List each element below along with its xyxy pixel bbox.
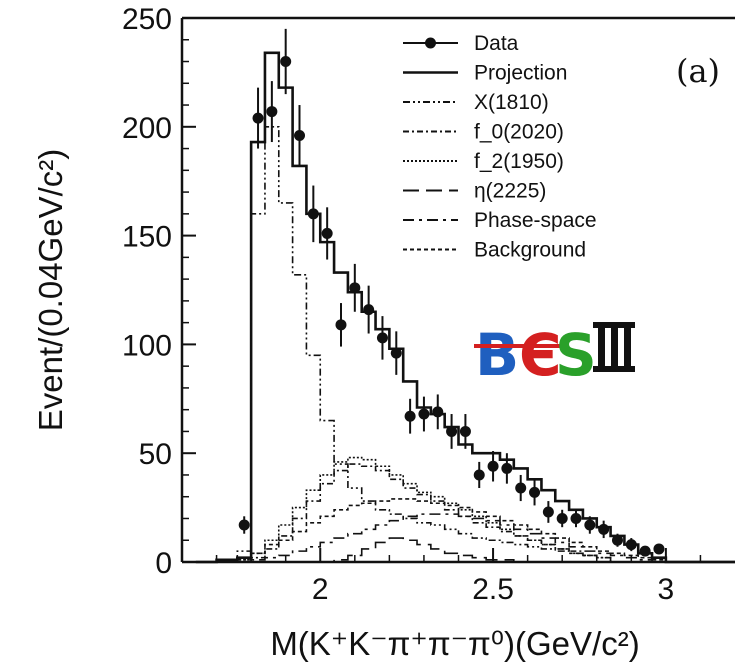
y-tick-label: 50 — [139, 438, 172, 471]
legend-label: X(1810) — [474, 91, 549, 114]
data-point — [598, 523, 610, 535]
data-point — [238, 519, 250, 531]
y-tick-label: 200 — [122, 112, 172, 145]
panel-label: (a) — [676, 52, 720, 90]
y-axis-title: Event/(0.04GeV/c²) — [32, 149, 69, 431]
data-point — [349, 282, 361, 294]
data-point — [529, 486, 541, 498]
series-solid-histogram — [195, 51, 735, 564]
data-point — [363, 304, 375, 316]
y-tick-label: 250 — [122, 3, 172, 36]
logo-letter-e: Є — [519, 321, 562, 389]
legend-label: Data — [474, 32, 519, 55]
x-axis-title: M(K⁺K⁻π⁺π⁻π⁰)(GeV/c²) — [270, 625, 639, 662]
legend-label: Projection — [474, 62, 567, 85]
y-tick-label: 0 — [155, 547, 172, 580]
data-point — [266, 106, 278, 118]
data-point — [418, 408, 430, 420]
data-point — [390, 347, 402, 359]
data-point — [404, 410, 416, 422]
data-point — [335, 319, 347, 331]
data-point — [307, 208, 319, 220]
logo-letter-b: B — [475, 321, 519, 389]
data-point — [542, 506, 554, 518]
series-longdash-histogram — [320, 537, 542, 563]
data-points-layer — [238, 28, 665, 557]
data-point — [556, 512, 568, 524]
data-point — [653, 543, 665, 555]
y-tick-label: 150 — [122, 221, 172, 254]
data-point — [473, 469, 485, 481]
data-point — [321, 227, 333, 239]
data-point — [625, 539, 637, 551]
data-point — [487, 460, 499, 472]
data-point — [515, 482, 527, 494]
series-dashdot-histogram — [236, 463, 612, 562]
data-point — [294, 130, 306, 142]
data-point — [446, 425, 458, 437]
legend-label: f_2(1950) — [474, 150, 564, 173]
data-point — [252, 112, 264, 124]
axes-layer — [180, 16, 735, 564]
legend-label: f_0(2020) — [474, 121, 564, 144]
legend-label: Phase-space — [474, 209, 597, 232]
data-point — [432, 406, 444, 418]
series-dashdotdot-histogram — [236, 126, 612, 562]
data-point — [280, 56, 292, 68]
logo-roman-three — [593, 322, 635, 372]
legend: Data Projection X(1810) f_0(2020) f_2(1950) η… — [403, 32, 597, 262]
data-point — [570, 512, 582, 524]
x-tick-label: 2 — [312, 573, 329, 606]
series-layer — [195, 51, 735, 564]
x-tick-label: 3 — [658, 573, 675, 606]
data-point — [639, 545, 651, 557]
data-point — [584, 519, 596, 531]
legend-label: η(2225) — [474, 180, 546, 203]
tick-labels-layer: 0 50 100 150 200 250 2 2.5 3 — [122, 3, 674, 606]
data-point — [459, 425, 471, 437]
y-tick-label: 100 — [122, 329, 172, 362]
data-point — [611, 534, 623, 546]
logo-letter-s: S — [555, 321, 597, 389]
besiii-logo: B Є S — [474, 321, 635, 389]
legend-label: Background — [474, 239, 586, 262]
data-point — [376, 332, 388, 344]
data-point — [501, 462, 513, 474]
series-dotted-histogram — [236, 456, 612, 562]
legend-marker-data — [425, 37, 436, 49]
x-tick-label: 2.5 — [472, 573, 514, 606]
series-dashdash-histogram — [237, 513, 666, 563]
